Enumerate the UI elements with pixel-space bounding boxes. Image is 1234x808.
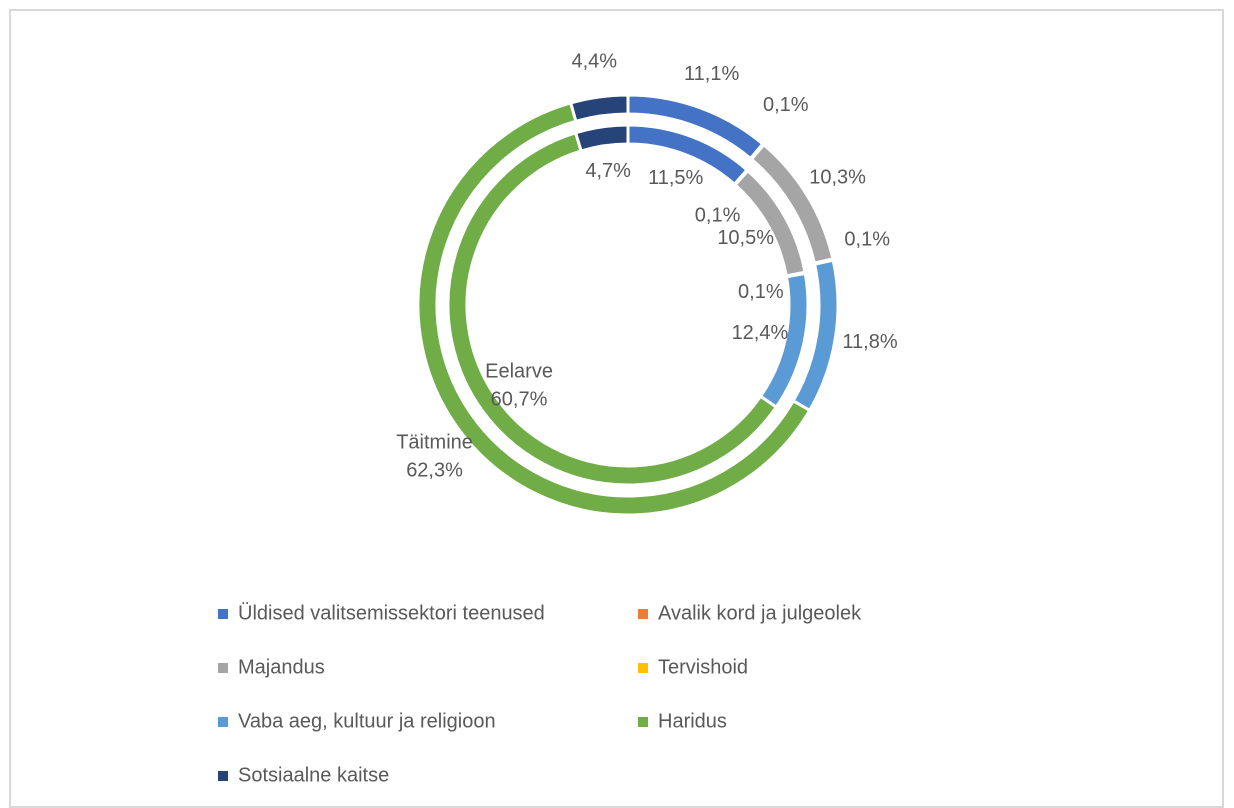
legend-label: Sotsiaalne kaitse xyxy=(238,764,389,786)
legend-label: Vaba aeg, kultuur ja religioon xyxy=(238,710,496,732)
legend-label: Avalik kord ja julgeolek xyxy=(658,602,862,624)
data-label: 0,1% xyxy=(844,228,890,250)
legend-label: Majandus xyxy=(238,656,325,678)
value-label: 60,7% xyxy=(491,389,548,411)
data-label: 0,1% xyxy=(738,281,784,303)
data-label: 10,3% xyxy=(809,166,866,188)
doughnut-segment xyxy=(573,123,630,153)
legend-marker xyxy=(218,717,228,727)
data-label: Täitmine 62,3% xyxy=(396,432,473,482)
legend-marker xyxy=(218,771,228,781)
data-label: 11,8% xyxy=(842,331,897,353)
data-label: 4,4% xyxy=(571,51,617,73)
data-label: 0,1% xyxy=(695,204,741,226)
legend-marker xyxy=(638,609,648,619)
data-label: 11,5% xyxy=(648,167,703,189)
legend-marker xyxy=(218,663,228,673)
data-label: 10,5% xyxy=(717,227,774,249)
legend-marker xyxy=(638,663,648,673)
series-name: Täitmine xyxy=(396,432,473,454)
data-label: 4,7% xyxy=(585,160,631,182)
doughnut-segment xyxy=(568,93,630,124)
series-name: Eelarve xyxy=(485,361,553,383)
data-label: 11,1% xyxy=(684,63,739,85)
legend-label: Üldised valitsemissektori teenused xyxy=(238,602,545,624)
data-label: 0,1% xyxy=(763,94,809,116)
value-label: 62,3% xyxy=(406,460,463,482)
legend-marker xyxy=(218,609,228,619)
legend-label: Tervishoid xyxy=(658,656,748,678)
data-label: 12,4% xyxy=(732,322,789,344)
legend-label: Haridus xyxy=(658,710,727,732)
legend-marker xyxy=(638,717,648,727)
data-label: Eelarve 60,7% xyxy=(485,361,553,411)
